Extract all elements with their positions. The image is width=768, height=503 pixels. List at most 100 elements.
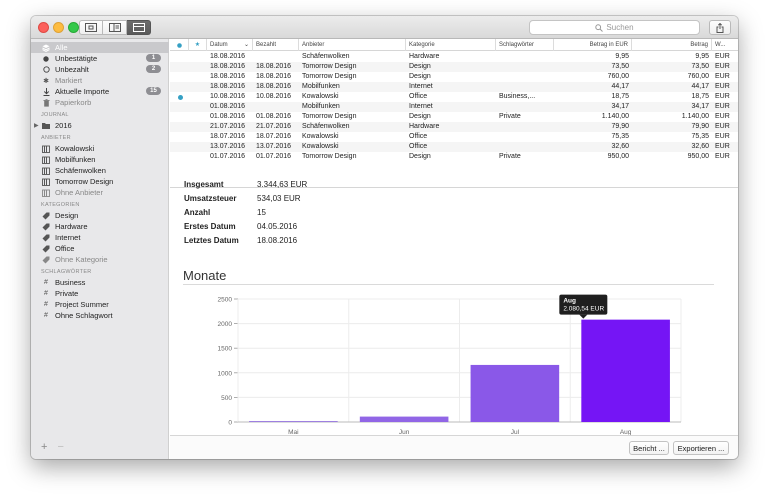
y-tick-label: 500 [221,395,232,402]
section-header-kategorien: KATEGORIEN [41,202,80,208]
sidebar-item-design[interactable]: Design [31,210,169,221]
share-icon [716,22,724,33]
sidebar-item-label: Internet [55,233,81,242]
column-header-schlagwoerter[interactable]: Schlagwörter [496,39,554,51]
column-header-datum[interactable]: Datum ⌄ [207,39,253,51]
cell-datum: 21.07.2016 [210,123,246,130]
sidebar-item-papierkorb[interactable]: Papierkorb [31,97,169,108]
sidebar-item-label: Ohne Schlagwort [55,311,113,320]
add-button[interactable]: + [41,441,48,453]
sidebar-item-ohne-anbieter[interactable]: Ohne Anbieter [31,187,169,198]
table-row[interactable]: 18.08.2016 Schäfenwolken Hardware 9,95 9,95 E… [170,52,738,62]
cell-anbieter: Schäfenwolken [302,53,350,60]
cell-kategorie: Internet [409,83,433,90]
sidebar-item-aktuelle-importe[interactable]: Aktuelle Importe 15 [31,86,169,97]
y-tick-label: 2500 [218,297,233,304]
cell-bezahlt: 10.08.2016 [256,93,292,100]
summary-row-erstes-datum: Erstes Datum 04.05.2016 [184,222,484,234]
search-input[interactable]: Suchen [529,20,700,35]
cell-schlagwoerter: Business,... [499,93,536,100]
table-row[interactable]: 21.07.2016 21.07.2016 Schäfenwolken Hardwar… [170,122,738,132]
sidebar-item-business[interactable]: # Business [31,277,169,288]
minimize-window-button[interactable] [53,22,64,33]
table-row[interactable]: 18.08.2016 18.08.2016 Tomorrow Design Desig… [170,72,738,82]
table-row[interactable]: 01.07.2016 01.07.2016 Tomorrow Design Desig… [170,152,738,162]
column-header-star[interactable]: ★ [189,39,207,51]
table-row[interactable]: 01.08.2016 01.08.2016 Tomorrow Design Desig… [170,112,738,122]
cell-datum: 01.08.2016 [210,103,246,110]
table-row[interactable]: 01.08.2016 Mobilfunken Internet 34,17 34,17 E… [170,102,738,112]
table-row[interactable]: 18.08.2016 18.08.2016 Tomorrow Design Desig… [170,62,738,72]
building-icon [41,144,51,154]
sidebar-item-2016[interactable]: ▶ 2016 [31,120,169,131]
share-button[interactable] [709,20,731,35]
sidebar-item-ohne-schlagwort[interactable]: # Ohne Schlagwort [31,310,169,321]
column-header-kategorie[interactable]: Kategorie [406,39,496,51]
cell-bezahlt: 18.08.2016 [256,63,292,70]
column-header-status[interactable] [170,39,189,51]
view-toggle-detail-button[interactable] [127,20,151,35]
section-header-anbieter: ANBIETER [41,135,71,141]
sidebar-item-ohne-kategorie[interactable]: Ohne Kategorie [31,254,169,265]
remove-button[interactable]: − [57,441,64,453]
cell-betrag: 950,00 [687,153,709,160]
column-header-betrag[interactable]: Betrag [632,39,712,51]
sidebar-item-tomorrow-design[interactable]: Tomorrow Design [31,176,169,187]
cell-bezahlt [253,102,299,112]
bar-jul [470,364,560,422]
zoom-window-button[interactable] [68,22,79,33]
panel-icon [132,23,145,32]
cell-betrag-eur: 73,50 [611,63,629,70]
cell-anbieter: Kowalowski [302,143,339,150]
table-header: ★ Datum ⌄ Bezahlt Anbieter Kategorie Schl… [170,39,738,51]
cell-schlagwoerter [496,132,554,142]
close-window-button[interactable] [38,22,49,33]
column-header-bezahlt[interactable]: Bezahlt [253,39,299,51]
summary-row-letztes-datum: Letztes Datum 18.08.2016 [184,236,484,248]
cell-kategorie: Hardware [409,53,440,60]
sidebar-item-markiert[interactable]: ✱ Markiert [31,75,169,86]
table-row[interactable]: 18.07.2016 18.07.2016 Kowalowski Office 75,3… [170,132,738,142]
sidebar-item-internet[interactable]: Internet [31,232,169,243]
sidebar-item-kowalowski[interactable]: Kowalowski [31,143,169,154]
sidebar-item-mobilfunken[interactable]: Mobilfunken [31,154,169,165]
titlebar: Suchen [31,16,738,39]
sidebar-item-alle[interactable]: Alle [31,42,169,53]
summary-label: Insgesamt [184,180,224,189]
view-toggle-sidebar-button[interactable] [79,20,103,35]
cell-kategorie: Design [409,63,431,70]
cell-betrag: 44,17 [691,83,709,90]
sidebar-item-schaefenwolken[interactable]: Schäfenwolken [31,165,169,176]
cell-waehrung: EUR [715,113,730,120]
unconfirmed-dot-icon [178,95,183,100]
sidebar-icon [85,23,97,32]
view-toggle-list-button[interactable] [103,20,127,35]
sidebar-item-unbestaetigte[interactable]: Unbestätigte 1 [31,53,169,64]
sidebar-item-label: Office [55,244,75,253]
table-row[interactable]: 13.07.2016 13.07.2016 Kowalowski Office 32,6… [170,142,738,152]
disclosure-triangle-icon[interactable]: ▶ [34,123,39,129]
column-header-label: Datum [210,42,228,48]
report-button[interactable]: Bericht ... [629,441,669,455]
sidebar-item-office[interactable]: Office [31,243,169,254]
sidebar-item-label: Aktuelle Importe [55,87,110,96]
cell-waehrung: EUR [715,123,730,130]
column-header-betrag-eur[interactable]: Betrag in EUR [554,39,632,51]
table-row[interactable]: 10.08.2016 10.08.2016 Kowalowski Office Busi… [170,92,738,102]
column-header-anbieter[interactable]: Anbieter [299,39,406,51]
cell-betrag-eur: 79,90 [611,123,629,130]
column-header-waehrung[interactable]: W... [715,42,726,48]
sidebar-item-unbezahlt[interactable]: Unbezahlt 2 [31,64,169,75]
summary-value: 3.344,63 EUR [257,180,308,189]
cell-bezahlt [253,52,299,62]
sidebar-item-private[interactable]: # Private [31,288,169,299]
folder-icon [41,121,51,131]
export-button[interactable]: Exportieren ... [673,441,729,455]
sidebar-item-label: Unbezahlt [55,65,89,74]
hashtag-icon: # [44,312,48,319]
sidebar-item-project-summer[interactable]: # Project Summer [31,299,169,310]
sidebar-item-hardware[interactable]: Hardware [31,221,169,232]
section-divider [183,284,714,285]
columns-icon [108,23,121,32]
table-row[interactable]: 18.08.2016 18.08.2016 Mobilfunken Internet 4… [170,82,738,92]
